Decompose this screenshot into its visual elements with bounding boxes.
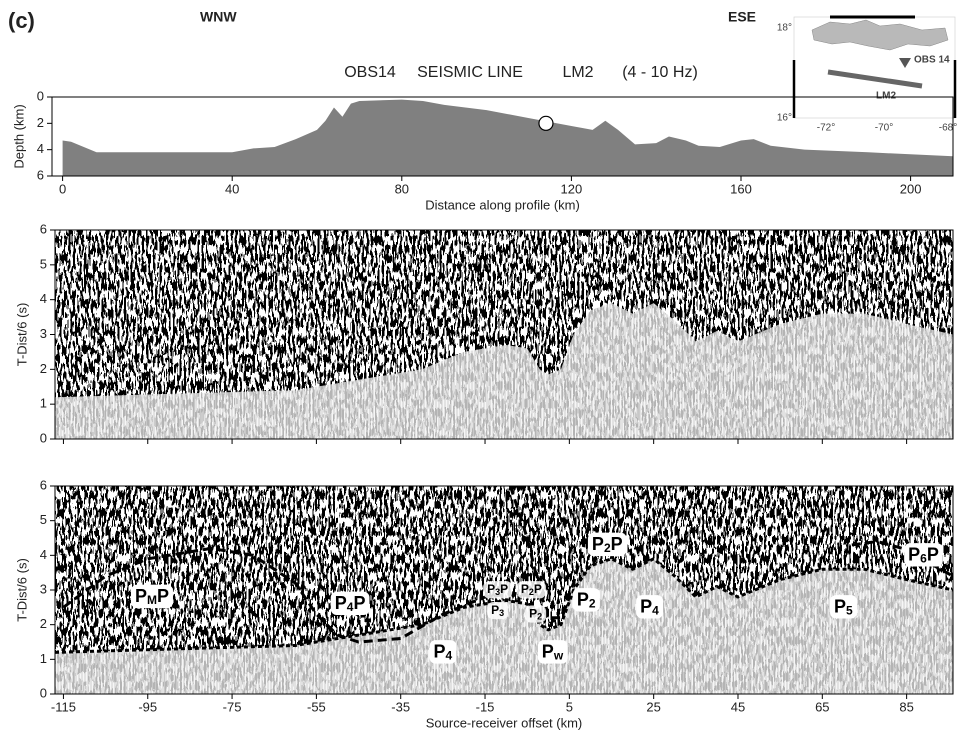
x-tick-label: 45 xyxy=(731,699,745,714)
phase-label-part: P xyxy=(135,586,147,606)
phase-label-part: M xyxy=(147,593,157,607)
y-tick-label: 2 xyxy=(40,616,47,631)
x-tick-label: -115 xyxy=(51,699,76,714)
x-tick-label: 40 xyxy=(225,181,239,196)
phase-label-part: P xyxy=(927,544,939,564)
seismic-section xyxy=(55,230,953,439)
map-lon: -72° xyxy=(817,123,835,134)
map-lon: -68° xyxy=(939,123,957,134)
obs-marker xyxy=(539,116,553,130)
phase-label-part: P xyxy=(542,641,554,661)
x-tick-label: 0 xyxy=(59,181,66,196)
phase-label-part: P xyxy=(534,582,542,596)
figure: (c) WNW ESE OBS 14 LM2 18° 16° -72° -70°… xyxy=(0,0,969,740)
phase-label-part: P xyxy=(335,593,347,613)
y-axis-label: Depth (km) xyxy=(11,104,26,168)
x-tick-label: -75 xyxy=(223,699,242,714)
y-tick-label: 3 xyxy=(40,581,47,596)
x-axis-label: Distance along profile (km) xyxy=(425,197,580,212)
x-tick-label: 5 xyxy=(566,699,573,714)
x-tick-label: 80 xyxy=(395,181,409,196)
map-lat: 18° xyxy=(777,23,792,34)
x-tick-label: 120 xyxy=(561,181,583,196)
phase-label-part: P xyxy=(500,582,508,596)
x-tick-label: 25 xyxy=(646,699,660,714)
x-tick-label: -35 xyxy=(391,699,410,714)
phase-label-part: P xyxy=(577,589,589,609)
phase-label-part: P xyxy=(353,593,365,613)
phase-label-part: P xyxy=(521,582,529,596)
direction-label: WNW xyxy=(200,9,237,25)
phase-label-part: 2 xyxy=(589,597,596,611)
y-tick-label: 6 xyxy=(40,477,47,492)
y-tick-label: 0 xyxy=(37,88,44,103)
y-axis-label: T-Dist/6 (s) xyxy=(14,558,29,622)
phase-label-part: 3 xyxy=(499,608,504,618)
y-tick-label: 2 xyxy=(40,361,47,376)
inset-map: OBS 14 LM2 18° 16° -72° -70° -68° xyxy=(777,17,957,134)
y-axis-label: T-Dist/6 (s) xyxy=(14,303,29,367)
map-lat: 16° xyxy=(777,113,792,124)
x-tick-label: 160 xyxy=(730,181,752,196)
phase-label-part: P xyxy=(434,641,446,661)
y-tick-label: 4 xyxy=(40,291,47,306)
chart-title: OBS14 xyxy=(344,64,396,81)
chart-title: (4 - 10 Hz) xyxy=(622,64,698,81)
map-lon: -70° xyxy=(875,123,893,134)
map-label: OBS 14 xyxy=(914,55,950,66)
y-tick-label: 4 xyxy=(40,547,47,562)
x-tick-label: -15 xyxy=(476,699,495,714)
x-tick-label: -55 xyxy=(307,699,326,714)
x-axis-label: Source-receiver offset (km) xyxy=(426,715,583,730)
phase-label-part: P xyxy=(611,534,623,554)
phase-label-part: P xyxy=(908,544,920,564)
phase-label-part: P xyxy=(157,586,169,606)
y-tick-label: 2 xyxy=(37,115,44,130)
phase-label-part: P xyxy=(529,606,537,620)
phase-label-part: P xyxy=(592,534,604,554)
y-tick-label: 1 xyxy=(40,396,47,411)
phase-label-part: 4 xyxy=(446,649,453,663)
y-tick-label: 0 xyxy=(40,685,47,700)
direction-label: ESE xyxy=(728,9,756,25)
chart-title: LM2 xyxy=(562,64,593,81)
phase-label-part: P xyxy=(640,596,652,616)
phase-label-part: 4 xyxy=(652,604,659,618)
y-tick-label: 3 xyxy=(40,326,47,341)
panel-label: (c) xyxy=(8,8,35,33)
y-tick-label: 6 xyxy=(40,221,47,236)
x-tick-label: 85 xyxy=(899,699,913,714)
y-tick-label: 5 xyxy=(40,512,47,527)
x-tick-label: 200 xyxy=(900,181,922,196)
y-tick-label: 6 xyxy=(37,167,44,182)
phase-label-part: w xyxy=(553,649,564,663)
y-tick-label: 4 xyxy=(37,141,44,156)
y-tick-label: 1 xyxy=(40,651,47,666)
phase-label-part: 5 xyxy=(846,604,853,618)
phase-label-part: 2 xyxy=(537,612,542,622)
x-tick-label: -95 xyxy=(138,699,157,714)
map-label: LM2 xyxy=(876,91,896,102)
phase-label-part: P xyxy=(487,582,495,596)
y-tick-label: 0 xyxy=(40,430,47,445)
x-tick-label: 65 xyxy=(815,699,829,714)
phase-label-part: P xyxy=(491,603,499,617)
phase-label-part: P xyxy=(834,596,846,616)
y-tick-label: 5 xyxy=(40,256,47,271)
chart-title: SEISMIC LINE xyxy=(417,64,523,81)
